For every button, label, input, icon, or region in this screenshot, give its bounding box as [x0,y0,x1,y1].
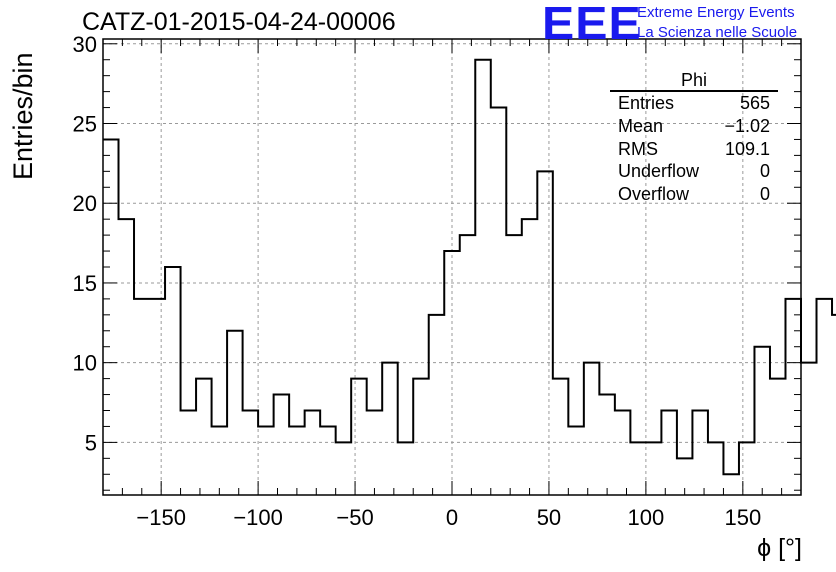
histogram-bin [739,442,755,495]
histogram-bin [460,235,476,495]
x-tick-label: −50 [336,505,373,530]
histogram-bin [444,251,460,495]
y-tick-label: 30 [73,32,97,57]
y-tick-label: 25 [73,112,97,137]
histogram-bin [692,410,708,495]
histogram-bin [770,379,786,495]
histogram-bin [754,347,770,495]
histogram-bin [832,315,836,495]
histogram-outline [103,58,836,476]
histogram-bin [181,410,197,495]
stats-row-mean: Mean −1.02 [610,115,778,138]
stats-box: Phi Entries 565 Mean −1.02 RMS 109.1 Und… [610,70,778,206]
stats-row-rms: RMS 109.1 [610,138,778,161]
histogram-bin [320,426,336,495]
histogram-bin [150,299,166,495]
histogram-bin [630,442,646,495]
histogram-bin [661,410,677,495]
histogram-bin [475,60,491,495]
stats-box-title: Phi [610,70,778,92]
x-tick-label: 150 [724,505,761,530]
histogram-bin [289,426,305,495]
histogram-bin [336,442,352,495]
histogram-bin [398,442,414,495]
histogram-bin [165,267,181,495]
chart-title: CATZ-01-2015-04-24-00006 [82,8,396,36]
histogram-bin [243,410,259,495]
histogram-bin [491,108,507,495]
histogram-bin [119,219,135,495]
histogram-bin [274,395,290,495]
histogram-bin [258,426,274,495]
y-tick-label: 20 [73,191,97,216]
stats-value: 109.1 [724,138,770,159]
stats-value: 0 [759,161,770,182]
x-tick-label: −150 [136,505,186,530]
histogram-bin [103,139,119,495]
histogram-bin [817,299,833,495]
histogram-bin [599,395,615,495]
x-tick-label: −100 [233,505,283,530]
histogram-bin [506,235,522,495]
histogram-bin [646,442,662,495]
histogram-bin [413,379,429,495]
x-tick-label: 50 [537,505,561,530]
histogram-bin [522,219,538,495]
histogram-bin [351,379,367,495]
histogram-bin [367,410,383,495]
y-tick-label: 10 [73,351,97,376]
stats-label: Overflow [618,184,690,205]
logo-line-1: Extreme Energy Events [637,4,795,21]
histogram-bin [382,363,398,495]
y-tick-label: 15 [73,271,97,296]
stats-row-entries: Entries 565 [610,92,778,115]
y-tick-label: 5 [85,430,97,455]
stats-value: 565 [739,93,770,113]
histogram-bin [227,331,243,495]
stats-label: RMS [618,138,658,159]
histogram-bin [723,474,739,495]
histogram-bin [305,410,321,495]
stats-value: −1.02 [724,115,770,136]
histogram-bin [537,171,553,495]
histogram-bin [785,299,801,495]
histogram-bin [615,410,631,495]
histogram-bin [553,379,569,495]
x-axis-label: ϕ [°] [757,534,802,562]
y-axis-label: Entries/bin [8,52,38,180]
stats-label: Underflow [618,161,700,182]
histogram-bin [708,442,724,495]
stats-label: Mean [618,115,664,136]
stats-row-underflow: Underflow 0 [610,160,778,183]
stats-label: Entries [618,93,675,113]
x-tick-label: 100 [628,505,665,530]
eee-logo: EEE [542,0,642,49]
logo-line-2: La Scienza nelle Scuole [637,24,798,41]
stats-row-overflow: Overflow 0 [610,183,778,206]
histogram-bin [801,363,817,495]
histogram-bin [568,426,584,495]
histogram-bin [584,363,600,495]
histogram-bin [429,315,445,495]
histogram-bin [212,426,228,495]
x-tick-label: 0 [446,505,458,530]
stats-value: 0 [759,184,770,205]
histogram-bin [134,299,150,495]
histogram-bin [196,379,212,495]
